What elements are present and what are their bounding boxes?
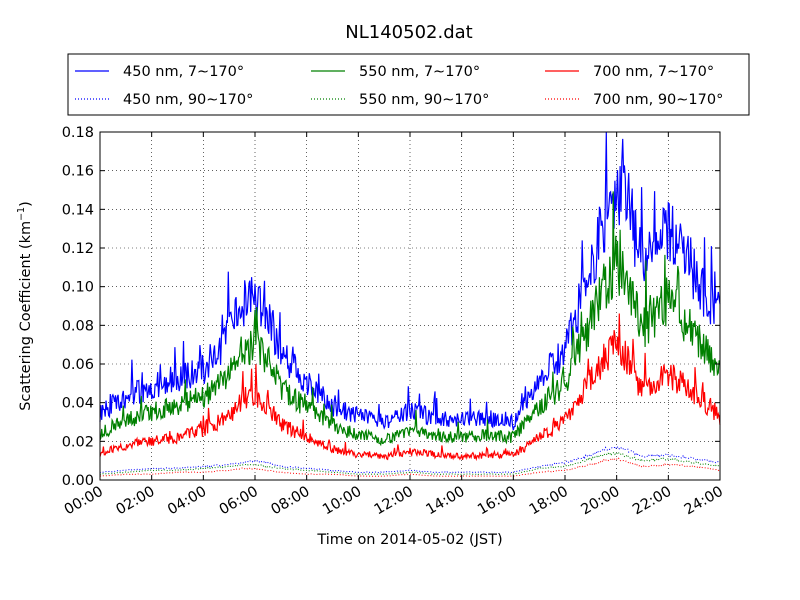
series-line — [99, 131, 721, 431]
x-tick-label: 06:00 — [217, 484, 261, 519]
y-axis-label-main: Scattering Coefficient (km — [18, 221, 34, 411]
x-axis-label: Time on 2014-05-02 (JST) — [316, 532, 502, 548]
x-tick-label: 10:00 — [320, 484, 364, 519]
series-line — [99, 457, 721, 477]
x-tick-label: 04:00 — [165, 484, 209, 519]
x-tick-label: 16:00 — [475, 484, 519, 519]
legend-label: 450 nm, 90∼170° — [123, 92, 253, 108]
legend-label: 550 nm, 7∼170° — [359, 64, 480, 80]
x-tick-label: 24:00 — [682, 484, 726, 519]
y-tick-label: 0.18 — [62, 125, 94, 141]
y-tick-label: 0.06 — [62, 357, 94, 373]
chart-title: NL140502.dat — [345, 22, 472, 43]
x-tick-label: 12:00 — [372, 484, 416, 519]
y-tick-label: 0.00 — [62, 473, 94, 489]
y-axis-label: Scattering Coefficient (km−1) — [16, 201, 34, 411]
y-tick-label: 0.10 — [62, 280, 94, 296]
y-tick-label: 0.02 — [62, 434, 94, 450]
y-tick-label: 0.08 — [62, 318, 94, 334]
legend: 450 nm, 7∼170° 550 nm, 7∼170° 700 nm, 7∼17… — [67, 53, 750, 116]
x-tick-label: 18:00 — [527, 484, 571, 519]
y-tick-label: 0.04 — [62, 396, 94, 412]
series-line — [99, 191, 721, 447]
legend-label: 700 nm, 90∼170° — [593, 92, 723, 108]
x-tick-label: 02:00 — [113, 484, 157, 519]
y-axis-label-end: ) — [18, 201, 34, 207]
x-tick-label: 22:00 — [630, 484, 674, 519]
legend-frame — [67, 53, 750, 116]
legend-label: 700 nm, 7∼170° — [593, 64, 714, 80]
y-axis-label-superscript: −1 — [16, 207, 27, 221]
x-tick-label: 08:00 — [268, 484, 312, 519]
x-tick-label: 20:00 — [578, 484, 622, 519]
x-tick-label: 14:00 — [423, 484, 467, 519]
y-tick-label: 0.14 — [62, 202, 94, 218]
series-line — [99, 313, 721, 462]
y-tick-label: 0.12 — [62, 241, 94, 257]
y-tick-label: 0.16 — [62, 164, 94, 180]
series-layer — [99, 131, 721, 477]
series-line — [99, 445, 721, 474]
legend-label: 450 nm, 7∼170° — [123, 64, 244, 80]
legend-label: 550 nm, 90∼170° — [359, 92, 489, 108]
